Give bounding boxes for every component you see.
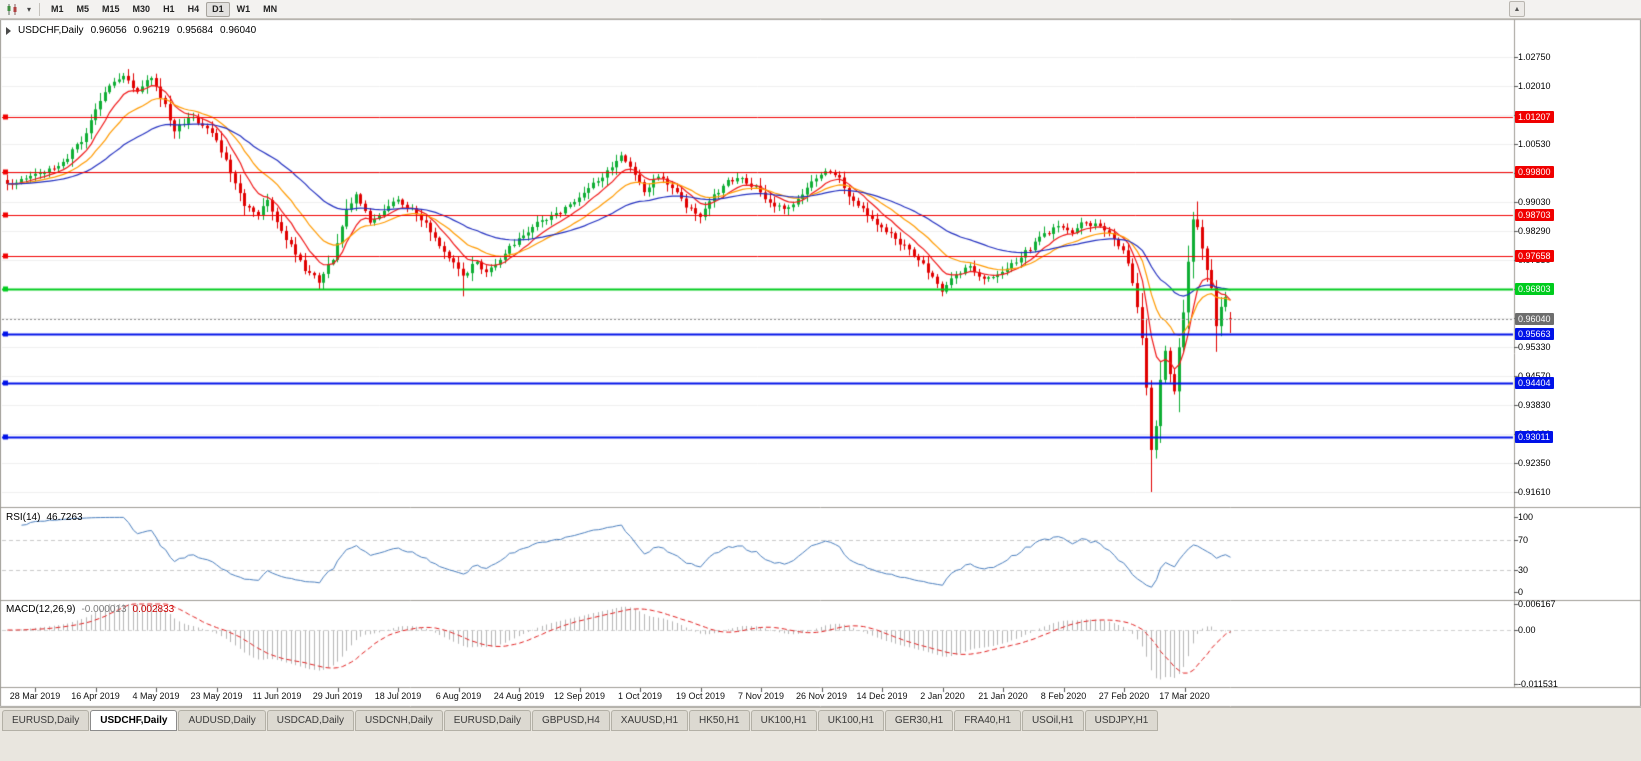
date-axis-label: 7 Nov 2019 <box>737 691 785 701</box>
tab-fra40-h1[interactable]: FRA40,H1 <box>954 710 1021 731</box>
price-line-flag[interactable]: 0.96803 <box>1515 283 1554 295</box>
timeframe-buttons: M1 M5 M15 M30 H1 H4 D1 W1 MN <box>45 1 283 17</box>
date-axis-label: 29 Jun 2019 <box>312 691 363 701</box>
macd-axis-tick: -0.011531 <box>1518 679 1558 689</box>
close-value: 0.96040 <box>220 25 257 36</box>
price-line-flag[interactable]: 0.99800 <box>1515 166 1554 178</box>
tab-uk100-h1[interactable]: UK100,H1 <box>750 710 817 731</box>
low-value: 0.95684 <box>176 25 214 36</box>
rsi-axis-tick: 100 <box>1518 512 1534 522</box>
date-axis-label: 23 May 2019 <box>190 691 243 701</box>
price-line-flag[interactable]: 0.98703 <box>1515 209 1554 221</box>
date-axis-label: 28 Mar 2019 <box>9 691 61 701</box>
date-axis-label: 11 Jun 2019 <box>252 691 302 701</box>
tab-usdcad-daily[interactable]: USDCAD,Daily <box>266 710 354 731</box>
timeframe-toolbar: ▾ M1 M5 M15 M30 H1 H4 D1 W1 MN ▲ <box>0 0 1641 19</box>
current-price-flag: 0.96040 <box>1515 313 1554 325</box>
tab-xauusd-h1[interactable]: XAUUSD,H1 <box>610 710 689 731</box>
rsi-name: RSI(14) <box>6 512 41 523</box>
price-line-flag[interactable]: 0.95663 <box>1515 328 1554 340</box>
toolbar-separator <box>39 2 40 16</box>
tab-usdcnh-daily[interactable]: USDCNH,Daily <box>354 710 443 731</box>
chart-tab-bar: EURUSD,Daily USDCHF,Daily AUDUSD,Daily USDC… <box>0 707 1641 761</box>
price-axis-tick: 0.92350 <box>1518 458 1551 468</box>
price-axis-tick: 0.95330 <box>1518 342 1551 352</box>
date-axis-label: 1 Oct 2019 <box>617 691 663 701</box>
rsi-axis-tick: 0 <box>1518 587 1524 597</box>
timeframe-button-mn[interactable]: MN <box>257 2 283 17</box>
date-axis-label: 21 Jan 2020 <box>978 691 1028 701</box>
tab-ger30-h1[interactable]: GER30,H1 <box>884 710 954 731</box>
macd-axis-tick: 0.00 <box>1518 625 1536 635</box>
one-click-trading-icon[interactable] <box>6 26 11 35</box>
price-axis-tick: 0.94570 <box>1518 371 1551 381</box>
date-axis-label: 24 Aug 2019 <box>493 691 545 701</box>
macd-signal-value: 0.002833 <box>132 604 175 615</box>
timeframe-button-m1[interactable]: M1 <box>45 2 70 17</box>
timeframe-button-m30[interactable]: M30 <box>127 2 157 17</box>
symbol-period-label: USDCHF,Daily <box>18 25 84 36</box>
timeframe-button-m5[interactable]: M5 <box>71 2 96 17</box>
open-value: 0.96056 <box>90 25 127 36</box>
rsi-axis-tick: 30 <box>1518 565 1529 575</box>
date-axis-label: 4 May 2019 <box>132 691 180 701</box>
chevron-up-icon[interactable]: ▲ <box>1509 1 1525 17</box>
high-value: 0.96219 <box>133 25 170 36</box>
timeframe-button-h4[interactable]: H4 <box>182 2 206 17</box>
tab-usoil-h1[interactable]: USOil,H1 <box>1021 710 1084 731</box>
date-axis-label: 26 Nov 2019 <box>795 691 848 701</box>
rsi-indicator-label: RSI(14) 46.7263 <box>6 512 83 523</box>
price-axis-tick: 1.00530 <box>1518 139 1551 149</box>
price-axis-tick: 1.02010 <box>1518 81 1551 91</box>
timeframe-button-w1[interactable]: W1 <box>231 2 257 17</box>
tab-gbpusd-h4[interactable]: GBPUSD,H4 <box>531 710 610 731</box>
pane-divider[interactable] <box>0 507 1641 511</box>
chart-type-icon[interactable] <box>4 2 22 17</box>
date-axis-label: 12 Sep 2019 <box>553 691 606 701</box>
main-chart-pane[interactable] <box>0 20 1513 507</box>
timeframe-button-m15[interactable]: M15 <box>96 2 126 17</box>
date-axis-label: 27 Feb 2020 <box>1098 691 1150 701</box>
price-axis-tick: 1.02750 <box>1518 52 1551 62</box>
rsi-pane[interactable] <box>0 510 1513 599</box>
date-axis[interactable]: 28 Mar 2019 16 Apr 2019 4 May 2019 23 May 2… <box>0 688 1514 706</box>
chart-ohlc-readout: USDCHF,Daily 0.96056 0.96219 0.95684 0.9… <box>6 25 256 36</box>
macd-axis-tick: 0.006167 <box>1518 599 1556 609</box>
date-axis-label: 8 Feb 2020 <box>1040 691 1087 701</box>
price-axis-tick: 0.98290 <box>1518 226 1551 236</box>
rsi-axis-tick: 70 <box>1518 535 1529 545</box>
tab-eurusd-daily[interactable]: EURUSD,Daily <box>2 710 90 731</box>
tab-audusd-daily[interactable]: AUDUSD,Daily <box>178 710 266 731</box>
date-axis-label: 17 Mar 2020 <box>1159 691 1210 701</box>
timeframe-button-d1[interactable]: D1 <box>206 1 230 17</box>
price-line-flag[interactable]: 1.01207 <box>1515 111 1554 123</box>
date-axis-label: 6 Aug 2019 <box>435 691 482 701</box>
date-axis-label: 18 Jul 2019 <box>374 691 422 701</box>
price-axis-tick: 0.91610 <box>1518 487 1551 497</box>
date-axis-label: 16 Apr 2019 <box>71 691 120 701</box>
date-axis-label: 2 Jan 2020 <box>920 691 965 701</box>
price-line-flag[interactable]: 0.93011 <box>1515 431 1553 443</box>
macd-main-value: -0.000013 <box>81 604 127 615</box>
chevron-down-icon[interactable]: ▾ <box>26 4 31 14</box>
tab-uk100-h1[interactable]: UK100,H1 <box>817 710 884 731</box>
tab-hk50-h1[interactable]: HK50,H1 <box>689 710 750 731</box>
price-axis-tick: 0.99030 <box>1518 197 1551 207</box>
tab-usdchf-daily[interactable]: USDCHF,Daily <box>90 710 178 731</box>
price-line-flag[interactable]: 0.94404 <box>1515 377 1554 389</box>
tab-eurusd-daily[interactable]: EURUSD,Daily <box>443 710 531 731</box>
rsi-value: 46.7263 <box>46 512 83 523</box>
date-axis-label: 14 Dec 2019 <box>856 691 908 701</box>
tab-usdjpy-h1[interactable]: USDJPY,H1 <box>1084 710 1159 731</box>
macd-pane[interactable] <box>0 602 1513 687</box>
macd-name: MACD(12,26,9) <box>6 604 76 615</box>
price-axis-tick: 0.93830 <box>1518 400 1551 410</box>
timeframe-button-h1[interactable]: H1 <box>157 2 181 17</box>
price-line-flag[interactable]: 0.97658 <box>1515 250 1554 262</box>
macd-indicator-label: MACD(12,26,9) -0.000013 0.002833 <box>6 604 174 615</box>
pane-divider[interactable] <box>0 599 1641 603</box>
date-axis-label: 19 Oct 2019 <box>675 691 726 701</box>
